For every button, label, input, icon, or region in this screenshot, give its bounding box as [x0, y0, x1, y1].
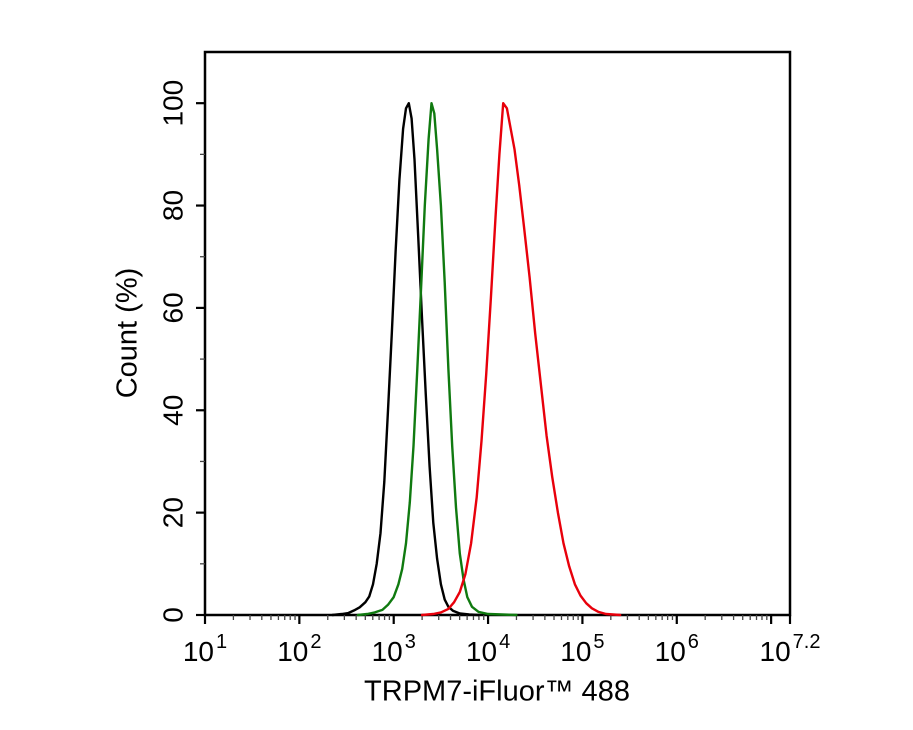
x-tick-label: 10 2 [277, 631, 321, 667]
x-tick-label: 10 6 [655, 631, 699, 667]
y-axis-title: Count (%) [111, 267, 144, 399]
x-tick-label: 10 3 [372, 631, 416, 667]
y-tick-label: 100 [158, 80, 189, 127]
y-tick-label: 40 [158, 395, 189, 426]
x-tick-label: 10 7.2 [760, 631, 821, 667]
y-tick-label: 80 [158, 190, 189, 221]
y-tick-label: 60 [158, 292, 189, 323]
x-tick-label: 10 1 [183, 631, 227, 667]
series-curve-black [331, 101, 480, 617]
x-tick-label: 10 5 [560, 631, 604, 667]
x-axis-title: TRPM7-iFluor™ 488 [364, 675, 630, 708]
series-curve-green [356, 101, 518, 617]
series-curve-red [420, 101, 622, 617]
plot-frame [203, 50, 792, 617]
y-tick-label: 20 [158, 497, 189, 528]
y-tick-label: 0 [158, 607, 189, 623]
x-tick-label: 10 4 [466, 631, 510, 667]
